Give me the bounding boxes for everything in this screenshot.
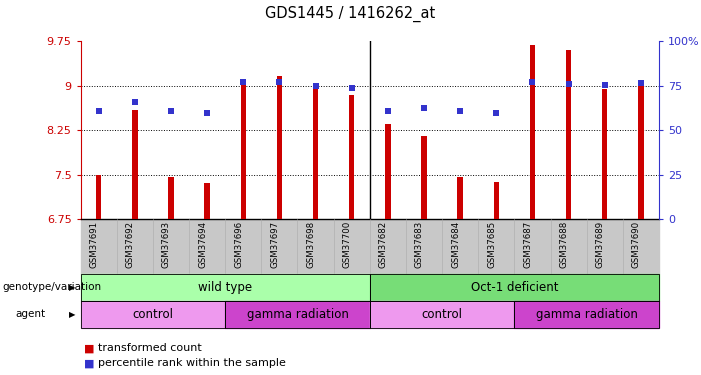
Text: GSM37692: GSM37692	[126, 221, 135, 268]
Text: agent: agent	[15, 309, 46, 319]
Text: GSM37694: GSM37694	[198, 221, 207, 268]
Text: ▶: ▶	[69, 310, 75, 319]
Text: GSM37696: GSM37696	[234, 221, 243, 268]
Bar	[494, 182, 499, 219]
Bar	[96, 175, 102, 219]
Text: gamma radiation: gamma radiation	[536, 308, 638, 321]
Bar	[168, 177, 174, 219]
Bar	[638, 83, 644, 219]
Bar	[566, 50, 571, 219]
Bar	[349, 95, 355, 219]
Text: wild type: wild type	[198, 281, 252, 294]
Text: gamma radiation: gamma radiation	[247, 308, 348, 321]
Text: ■: ■	[84, 344, 95, 353]
Bar	[313, 89, 318, 219]
Text: percentile rank within the sample: percentile rank within the sample	[98, 358, 286, 368]
Bar	[205, 183, 210, 219]
Text: GSM37691: GSM37691	[90, 221, 99, 268]
Text: GSM37689: GSM37689	[596, 221, 605, 268]
Text: control: control	[421, 308, 463, 321]
Text: GSM37688: GSM37688	[559, 221, 569, 268]
Text: GSM37685: GSM37685	[487, 221, 496, 268]
Text: Oct-1 deficient: Oct-1 deficient	[470, 281, 558, 294]
Text: GSM37682: GSM37682	[379, 221, 388, 268]
Text: GSM37700: GSM37700	[343, 221, 352, 268]
Bar	[530, 45, 535, 219]
Text: transformed count: transformed count	[98, 344, 202, 353]
Text: GSM37684: GSM37684	[451, 221, 460, 268]
Text: GSM37698: GSM37698	[306, 221, 315, 268]
Bar	[385, 124, 390, 219]
Text: GSM37697: GSM37697	[271, 221, 280, 268]
Text: control: control	[132, 308, 173, 321]
Text: GDS1445 / 1416262_at: GDS1445 / 1416262_at	[266, 6, 435, 22]
Bar	[458, 177, 463, 219]
Text: GSM37693: GSM37693	[162, 221, 171, 268]
Text: genotype/variation: genotype/variation	[2, 282, 101, 292]
Bar	[421, 136, 427, 219]
Bar	[132, 110, 137, 219]
Text: GSM37690: GSM37690	[632, 221, 641, 268]
Text: GSM37687: GSM37687	[524, 221, 533, 268]
Text: ■: ■	[84, 358, 95, 368]
Bar	[277, 76, 282, 219]
Text: ▶: ▶	[69, 283, 75, 292]
Bar	[240, 82, 246, 219]
Text: GSM37683: GSM37683	[415, 221, 424, 268]
Bar	[602, 89, 608, 219]
